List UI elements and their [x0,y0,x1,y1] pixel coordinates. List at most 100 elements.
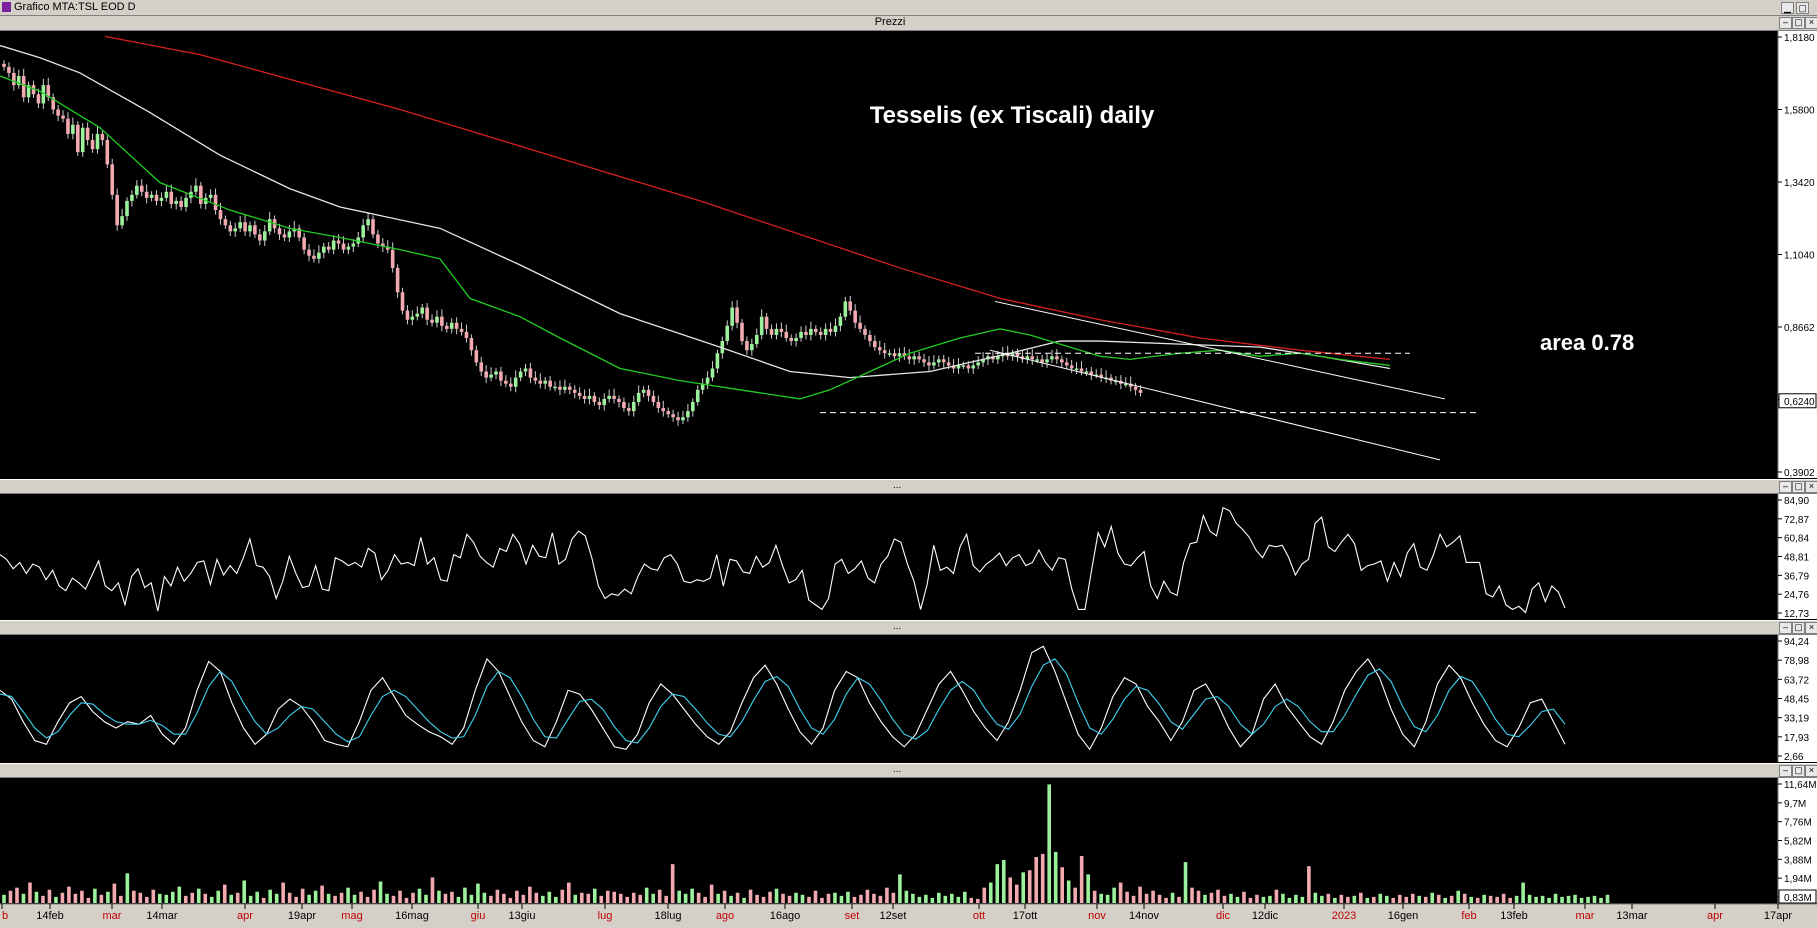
panel-close-button[interactable]: × [1805,622,1817,634]
stochastic-tick-label: 2,66 [1784,752,1804,763]
oscillator-tick-label: 12,73 [1784,609,1809,620]
candle-body [794,338,798,342]
volume-bar [1534,896,1538,903]
panel-restore-button[interactable]: ▢ [1792,622,1805,634]
volume-bar [1410,893,1415,903]
panel-minimize-button[interactable]: – [1779,765,1792,777]
volume-bar [235,892,240,903]
volume-bar [430,877,435,903]
date-label: 19apr [288,910,316,922]
candle-body [66,118,70,134]
volume-bar [307,894,311,903]
candle-body [627,408,631,412]
candle-body [833,325,838,332]
candle-body [144,191,149,198]
volume-bar [943,895,948,903]
date-label: apr [237,910,253,922]
volume-bar [346,887,350,903]
volume-bar [813,890,818,903]
candle-body [415,313,420,317]
panel-close-button[interactable]: × [1805,17,1817,29]
panel-minimize-button[interactable]: – [1779,481,1792,493]
candle-body [366,219,370,226]
volume-bar [1384,895,1389,903]
candle-body [612,395,616,399]
panel-restore-button[interactable]: ▢ [1792,17,1805,29]
volume-bar [988,882,993,903]
panel-separator-1[interactable]: ... – ▢ × [0,479,1817,494]
candle-body [764,316,769,329]
candle-body [464,331,469,339]
volume-bar [67,886,71,903]
oscillator-tick-label: 72,87 [1784,515,1809,526]
volume-bar [1495,896,1499,903]
volume-bar [683,893,688,903]
volume-bar [839,895,844,903]
candle-body [622,401,626,409]
panel-close-button[interactable]: × [1805,765,1817,777]
minimize-button[interactable]: ▁ [1781,2,1794,14]
panel-restore-button[interactable]: ▢ [1792,481,1805,493]
panel-close-button[interactable]: × [1805,481,1817,493]
chart-title: Tesselis (ex Tiscali) daily [870,102,1155,129]
volume-bar [300,888,305,903]
panel-separator-2[interactable]: ... – ▢ × [0,620,1817,635]
volume-bar [1008,877,1013,903]
candle-body [528,368,533,378]
volume-bar [268,889,272,903]
area-annotation: area 0.78 [1540,330,1634,355]
panel-restore-button[interactable]: ▢ [1792,765,1805,777]
panel-minimize-button[interactable]: – [1779,622,1792,634]
candle-body [130,194,134,201]
volume-bar [112,883,117,903]
candle-body [267,219,272,232]
candle-body [710,368,715,378]
volume-bar [1488,895,1493,903]
volume-bar [177,886,182,903]
panel-minimize-button[interactable]: – [1779,17,1792,29]
volume-bar [657,889,662,903]
volume-bar [1112,887,1116,903]
volume-bar [1527,894,1532,903]
candle-body [996,356,1000,360]
price-panel-title: Prezzi [874,16,906,28]
date-label: dic [1216,910,1231,922]
last-price-marker [1778,393,1817,409]
candle-body [395,267,400,293]
price-tick-label: 0,8662 [1784,323,1815,334]
volume-bar [1242,891,1246,903]
date-label: feb [1461,910,1476,922]
candle-body [46,85,51,98]
candle-body [376,234,380,244]
candle-body [1040,359,1044,363]
volume-bar [528,886,532,903]
volume-bar [404,897,409,903]
maximize-button[interactable]: ▢ [1796,2,1809,14]
candle-body [991,356,995,360]
oscillator-tick-label: 48,81 [1784,553,1809,564]
panel-separator-3[interactable]: ... – ▢ × [0,763,1817,778]
stochastic-line-1 [0,658,1566,744]
candle-body [223,219,228,226]
candle-body [1079,368,1084,372]
candle-body [307,249,311,256]
candle-body [543,380,547,384]
volume-bar [274,893,279,903]
candle-body [31,85,36,95]
volume-bar [1151,890,1155,903]
candle-body [735,307,739,323]
volume-bar [1229,893,1233,903]
candle-body [317,252,321,259]
candle-body [1123,383,1128,386]
candle-body [331,240,336,250]
date-label: 14nov [1129,910,1159,922]
candle-body [730,307,734,326]
volume-bar [878,895,883,903]
candle-body [523,368,528,372]
volume-bar [417,888,422,903]
candle-body [941,359,946,363]
volume-bar [1378,893,1383,903]
candle-body [927,362,931,366]
volume-bar [437,890,441,903]
